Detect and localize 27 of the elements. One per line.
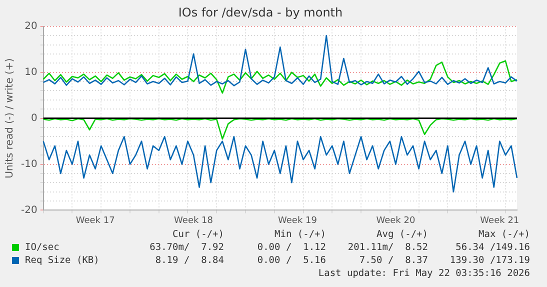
y-tick-label: 10: [24, 66, 38, 78]
text: 56.34 /149.16: [454, 241, 530, 254]
x-tick-label: Week 20: [376, 216, 416, 226]
text: Cur (-/+): [172, 228, 224, 241]
text: Avg (-/+): [376, 228, 428, 241]
y-tick-label: 20: [24, 20, 38, 32]
y-tick-label: -20: [20, 204, 38, 216]
x-tick-label: Week 18: [174, 216, 214, 226]
text: 201.11m/ 8.52: [346, 241, 428, 254]
text: Min (-/+): [274, 228, 326, 241]
legend-label: Req Size (KB): [24, 254, 100, 267]
x-tick-label: Week 17: [76, 216, 115, 226]
text: Max (-/+): [478, 228, 530, 241]
text: 63.70m/ 7.92: [148, 241, 224, 254]
legend-label: IO/sec: [24, 241, 60, 254]
text: 0.00 / 1.12: [256, 241, 326, 254]
y-axis-title: Units read (-) / write (+): [4, 58, 16, 178]
y-tick-label: -10: [20, 158, 38, 170]
x-tick-label: Week 21: [480, 216, 520, 226]
text: 7.50 / 8.37: [358, 254, 428, 267]
text: Last update: Fri May 22 03:35:16 2026: [317, 267, 530, 280]
text: 139.30 /173.19: [448, 254, 530, 267]
y-tick-label: 0: [30, 112, 38, 124]
chart-title: IOs for /dev/sda - by month: [178, 5, 343, 20]
text: 8.19 / 8.84: [154, 254, 224, 267]
x-tick-label: Week 19: [278, 216, 318, 226]
text: 0.00 / 5.16: [256, 254, 326, 267]
